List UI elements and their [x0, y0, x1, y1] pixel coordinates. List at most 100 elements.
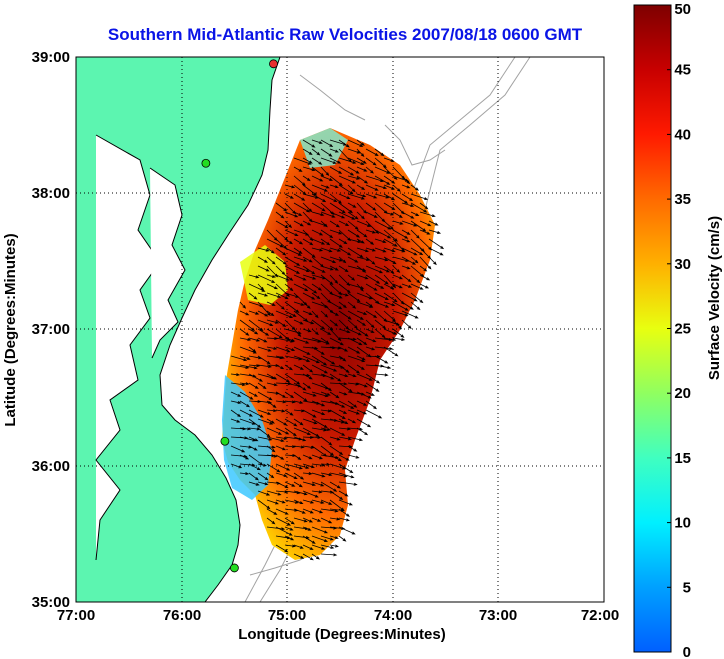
velocity-arrow	[365, 382, 380, 392]
velocity-arrow	[311, 157, 323, 165]
velocity-arrow	[374, 364, 392, 370]
velocity-arrow	[275, 265, 286, 276]
velocity-arrow	[320, 382, 332, 392]
velocity-arrow	[365, 148, 379, 156]
velocity-arrow	[401, 274, 412, 283]
velocity-arrow	[419, 211, 436, 218]
velocity-arrow	[293, 274, 307, 281]
velocity-arrow	[383, 256, 397, 265]
velocity-arrow	[347, 310, 364, 320]
velocity-arrow	[230, 373, 241, 377]
velocity-arrow	[266, 274, 276, 278]
velocity-arrow	[338, 337, 357, 341]
velocity-arrow	[383, 265, 395, 274]
velocity-arrow	[248, 463, 261, 471]
velocity-arrow	[302, 364, 314, 373]
velocity-arrow	[338, 517, 350, 522]
velocity-arrow	[401, 220, 418, 227]
velocity-arrow	[356, 391, 372, 399]
velocity-arrow	[275, 454, 285, 460]
velocity-arrow	[329, 373, 342, 382]
velocity-arrow	[284, 220, 293, 229]
velocity-arrow	[401, 256, 417, 265]
velocity-arrow	[293, 346, 311, 355]
velocity-arrow	[356, 283, 364, 292]
velocity-arrow	[293, 193, 306, 201]
velocity-arrow	[338, 328, 351, 334]
velocity-arrow	[392, 229, 409, 239]
velocity-arrow	[347, 364, 361, 374]
velocity-arrow	[320, 211, 336, 218]
velocity-arrow	[374, 319, 387, 329]
velocity-arrow	[302, 274, 317, 280]
velocity-arrow	[365, 301, 374, 308]
velocity-arrow	[338, 463, 354, 474]
velocity-arrow	[257, 346, 272, 352]
colorbar-tick-label: 5	[683, 579, 691, 596]
velocity-arrow	[338, 157, 357, 164]
velocity-arrow	[383, 247, 396, 253]
velocity-arrow	[284, 526, 294, 531]
velocity-arrow	[284, 463, 303, 470]
velocity-arrow	[356, 292, 373, 300]
velocity-arrow	[365, 265, 384, 274]
velocity-arrow	[374, 292, 389, 300]
velocity-arrow	[302, 454, 313, 460]
velocity-arrow	[293, 499, 304, 505]
velocity-arrow	[302, 517, 314, 523]
velocity-arrow	[338, 526, 356, 535]
velocity-arrow	[239, 418, 256, 425]
velocity-arrow	[311, 148, 321, 156]
velocity-arrow	[284, 391, 295, 399]
colorbar-tick-label: 25	[674, 321, 691, 338]
velocity-arrow	[311, 364, 329, 374]
velocity-arrow	[329, 382, 348, 386]
velocity-arrow	[320, 265, 334, 271]
velocity-arrow	[329, 220, 340, 228]
velocity-arrow	[347, 355, 366, 363]
velocity-arrow	[338, 238, 348, 245]
velocity-arrow	[302, 535, 316, 544]
velocity-arrow	[320, 472, 333, 477]
velocity-arrow	[302, 148, 313, 155]
velocity-arrow	[347, 445, 358, 452]
velocity-arrow	[410, 184, 420, 191]
velocity-arrow	[230, 364, 250, 369]
velocity-arrow	[338, 265, 349, 273]
velocity-arrow	[293, 472, 305, 480]
velocity-arrow	[347, 346, 361, 354]
velocity-arrow	[338, 355, 347, 362]
velocity-arrow	[257, 445, 276, 449]
velocity-arrow	[320, 256, 337, 264]
velocity-arrow	[320, 148, 333, 157]
velocity-arrow	[338, 175, 357, 184]
velocity-arrow	[311, 526, 329, 534]
velocity-arrow	[284, 310, 297, 317]
velocity-arrow	[329, 346, 342, 350]
velocity-arrow	[293, 328, 302, 338]
velocity-arrow	[302, 472, 313, 476]
velocity-arrow	[311, 193, 327, 203]
velocity-arrow	[356, 220, 372, 227]
velocity-arrow	[293, 418, 304, 426]
velocity-arrow	[356, 427, 369, 436]
velocity-arrow	[428, 247, 444, 256]
velocity-arrow	[284, 418, 298, 427]
velocity-arrow	[356, 265, 367, 273]
velocity-arrow	[401, 229, 411, 235]
velocity-arrow	[275, 526, 293, 536]
velocity-arrow	[356, 328, 369, 337]
velocity-arrow	[293, 355, 311, 362]
velocity-arrow	[365, 409, 383, 419]
velocity-arrow	[329, 544, 339, 548]
velocity-arrow	[356, 184, 366, 190]
velocity-arrow	[365, 193, 378, 199]
velocity-arrow	[365, 166, 374, 174]
velocity-arrow	[392, 319, 403, 330]
velocity-arrow	[374, 256, 389, 262]
velocity-arrow	[257, 319, 274, 327]
velocity-arrow	[302, 229, 314, 242]
velocity-arrow	[302, 553, 314, 561]
velocity-arrow	[239, 427, 252, 431]
velocity-arrow	[302, 310, 313, 315]
